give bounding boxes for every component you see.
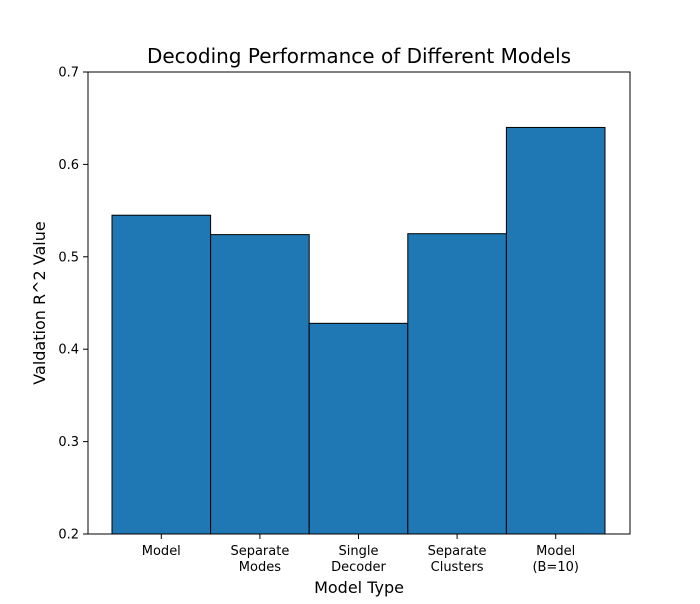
x-tick-label: Separate Clusters	[428, 544, 487, 575]
y-tick-label: 0.5	[58, 250, 79, 265]
bar	[111, 214, 212, 535]
x-tick-label-line: Single	[339, 544, 379, 559]
x-tick-label-line: Separate	[230, 544, 289, 559]
y-tick-label: 0.4	[58, 343, 79, 358]
x-tick-label: Model (B=10)	[532, 544, 579, 575]
chart-title: Decoding Performance of Different Models	[147, 44, 571, 68]
bar	[407, 233, 507, 535]
x-tick-label-line: Model	[142, 544, 181, 559]
y-axis-label: Valdation R^2 Value	[30, 221, 49, 384]
bar	[308, 322, 409, 535]
bar	[210, 234, 310, 535]
y-tick-label: 0.7	[58, 66, 79, 81]
x-tick-label-line: (B=10)	[532, 560, 579, 575]
x-tick-label-line: Model	[536, 544, 575, 559]
x-tick-label-line: Decoder	[331, 560, 386, 575]
y-tick-label: 0.2	[58, 528, 79, 543]
x-tick-label: Separate Modes	[230, 544, 289, 575]
y-tick-label: 0.3	[58, 435, 79, 450]
x-tick-label: Single Decoder	[331, 544, 386, 575]
bars-group	[111, 126, 606, 535]
x-axis-label: Model Type	[314, 578, 404, 597]
x-tick-label: Model	[142, 544, 181, 559]
x-tick-label-line: Modes	[239, 560, 281, 575]
x-tick-label-line: Separate	[428, 544, 487, 559]
y-tick-label: 0.6	[58, 158, 79, 173]
bar	[505, 126, 606, 535]
x-tick-label-line: Clusters	[431, 560, 484, 575]
y-axis: 0.2 0.3 0.4 0.5 0.6 0.7	[58, 66, 88, 543]
